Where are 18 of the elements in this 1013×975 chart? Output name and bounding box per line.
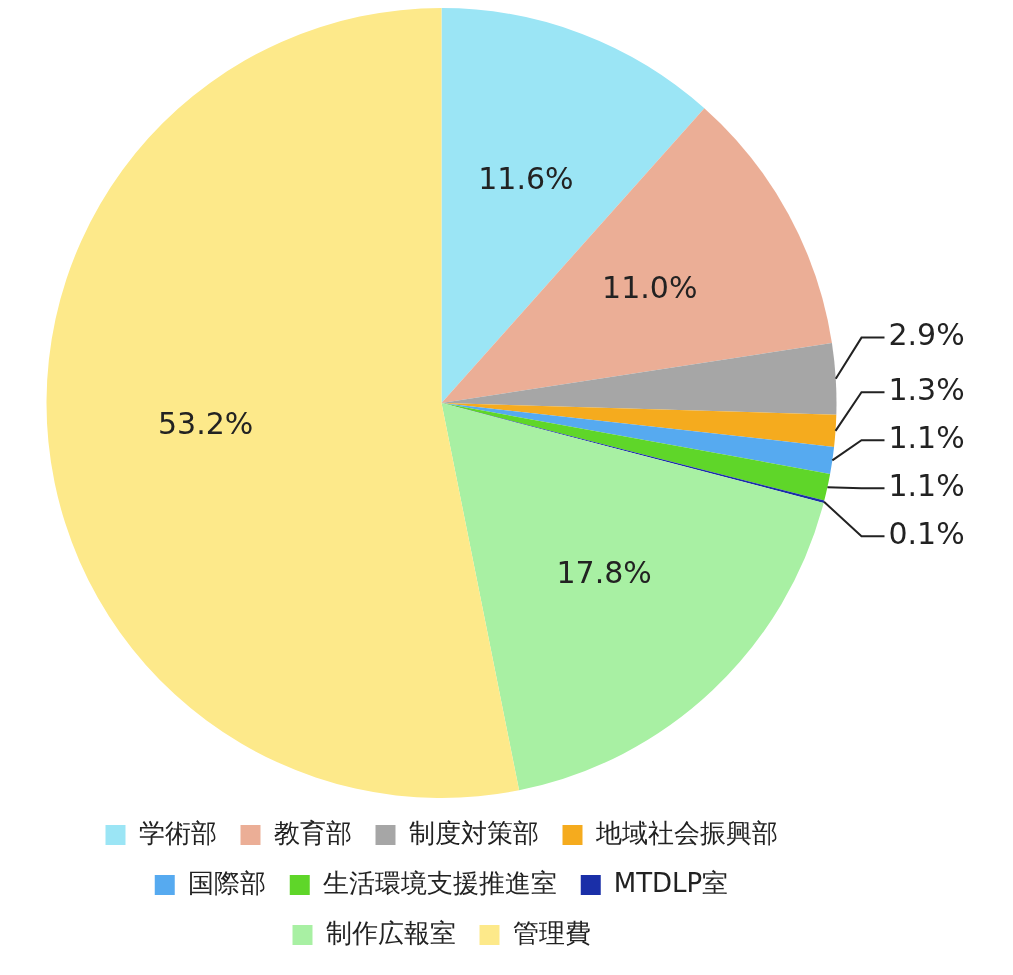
legend-label: 地域社会振興部: [594, 817, 778, 848]
data-label: 11.0%: [602, 269, 698, 305]
data-label: 0.1%: [888, 516, 965, 552]
data-label: 1.1%: [888, 420, 965, 456]
data-label: 53.2%: [158, 406, 254, 442]
data-label: 11.6%: [478, 161, 574, 197]
data-label: 1.3%: [888, 372, 965, 408]
legend-label: 生活環境支援推進室: [322, 867, 557, 898]
legend-label: 教育部: [273, 817, 352, 848]
legend-label: 制度対策部: [408, 817, 539, 848]
legend-label: 制作広報室: [325, 917, 456, 948]
data-label: 17.8%: [556, 555, 652, 591]
data-label: 2.9%: [888, 317, 965, 353]
data-label: 1.1%: [888, 468, 965, 504]
legend-label: 国際部: [187, 867, 266, 898]
legend-label: MTDLP室: [613, 867, 729, 898]
legend-label: 管理費: [512, 917, 591, 948]
legend-label: 学術部: [138, 817, 217, 848]
